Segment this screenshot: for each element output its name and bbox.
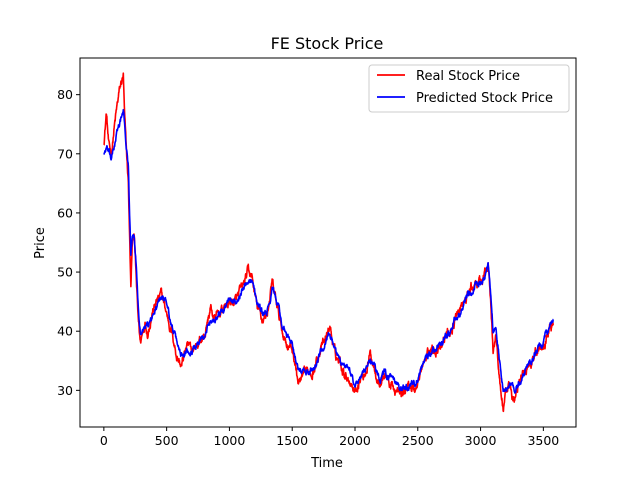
y-tick-label: 40 — [57, 324, 73, 339]
x-tick-label: 1500 — [276, 433, 308, 448]
legend-label-predicted: Predicted Stock Price — [416, 91, 553, 106]
legend-label-real: Real Stock Price — [416, 69, 520, 84]
x-tick-label: 500 — [155, 433, 179, 448]
x-tick-label: 3500 — [527, 433, 559, 448]
y-tick-label: 80 — [57, 87, 73, 102]
x-axis-label: Time — [310, 456, 343, 471]
x-tick-label: 1000 — [214, 433, 246, 448]
y-tick-label: 60 — [57, 205, 73, 220]
x-tick-label: 0 — [100, 433, 108, 448]
x-tick-label: 2000 — [339, 433, 371, 448]
y-axis: 30 40 50 60 70 80 — [57, 87, 80, 398]
legend: Real Stock Price Predicted Stock Price — [368, 64, 570, 113]
x-tick-label: 2500 — [402, 433, 434, 448]
plot-frame — [79, 57, 577, 428]
x-axis: 0 500 1000 1500 2000 2500 3000 3500 — [100, 427, 559, 448]
y-tick-label: 70 — [57, 146, 73, 161]
series-line-predicted — [103, 108, 554, 394]
chart-title: FE Stock Price — [271, 34, 384, 53]
y-tick-label: 30 — [57, 383, 73, 398]
y-axis-label: Price — [33, 227, 48, 259]
legend-box — [368, 64, 570, 113]
series-layer — [103, 72, 554, 413]
y-tick-label: 50 — [57, 265, 73, 280]
x-tick-label: 3000 — [465, 433, 497, 448]
